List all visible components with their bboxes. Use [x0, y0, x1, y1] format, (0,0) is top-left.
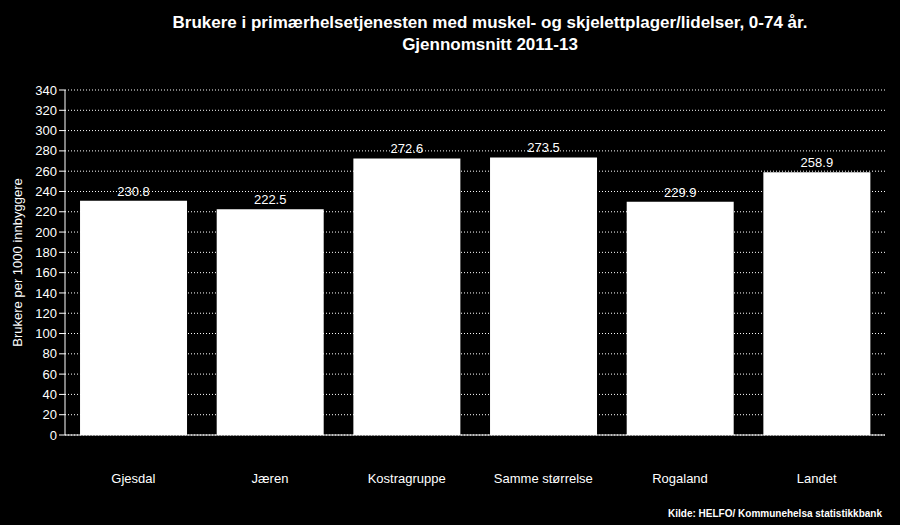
svg-text:80: 80	[43, 346, 57, 361]
svg-text:200: 200	[35, 225, 57, 240]
svg-text:340: 340	[35, 83, 57, 98]
svg-text:229.9: 229.9	[664, 185, 697, 200]
svg-text:272.6: 272.6	[391, 141, 424, 156]
html-text:Gjennomsnitt 2011-13: Gjennomsnitt 2011-13	[402, 35, 578, 54]
svg-text:230.8: 230.8	[117, 184, 150, 199]
svg-text:120: 120	[35, 306, 57, 321]
svg-text:260: 260	[35, 164, 57, 179]
svg-text:Landet: Landet	[797, 471, 837, 486]
svg-text:220: 220	[35, 204, 57, 219]
svg-text:100: 100	[35, 326, 57, 341]
svg-text:160: 160	[35, 265, 57, 280]
svg-text:320: 320	[35, 103, 57, 118]
svg-text:20: 20	[43, 407, 57, 422]
svg-text:Gjesdal: Gjesdal	[111, 471, 155, 486]
svg-text:240: 240	[35, 184, 57, 199]
svg-text:Jæren: Jæren	[252, 471, 289, 486]
svg-text:140: 140	[35, 286, 57, 301]
svg-text:Brukere per 1000 innbyggere: Brukere per 1000 innbyggere	[10, 178, 25, 346]
svg-text:222.5: 222.5	[254, 192, 287, 207]
svg-text:280: 280	[35, 143, 57, 158]
html-text:Brukere i primærhelsetjenesten: Brukere i primærhelsetjenesten med muske…	[172, 13, 808, 32]
svg-text:60: 60	[43, 367, 57, 382]
html-text:Kilde: HELFO/ Kommunehelsa sta: Kilde: HELFO/ Kommunehelsa statistikkban…	[668, 508, 882, 519]
svg-text:40: 40	[43, 387, 57, 402]
svg-text:273.5: 273.5	[527, 140, 560, 155]
svg-text:300: 300	[35, 123, 57, 138]
svg-text:Rogaland: Rogaland	[652, 471, 708, 486]
svg-text:0: 0	[50, 428, 57, 443]
svg-text:Samme størrelse: Samme størrelse	[494, 471, 593, 486]
svg-text:258.9: 258.9	[801, 155, 834, 170]
svg-text:Kostragruppe: Kostragruppe	[368, 471, 446, 486]
svg-text:180: 180	[35, 245, 57, 260]
